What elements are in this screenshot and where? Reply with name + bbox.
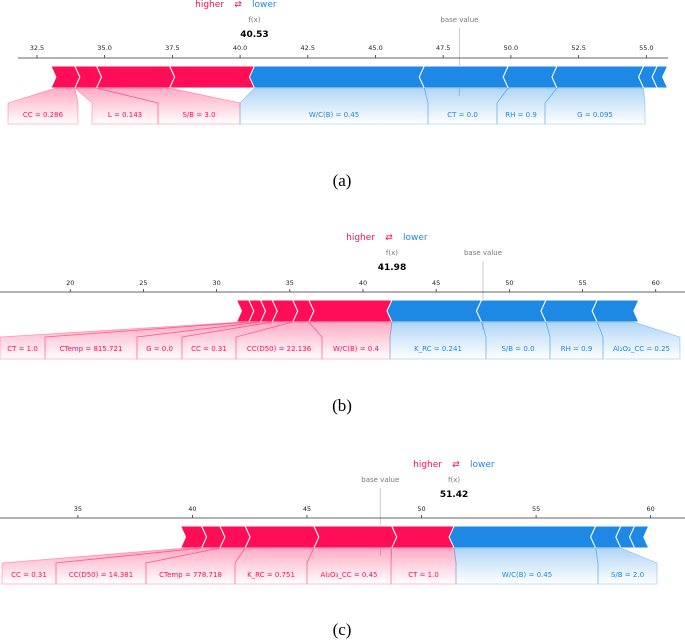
positive-feature-label: K_RC = 0.751	[247, 571, 295, 579]
force-plot-panel-3: higher ⇄ lower f(x) 51.42 base value 35 40 45 50 5…	[0, 460, 685, 639]
positive-feature-label: L = 0.143	[108, 111, 142, 119]
legend-arrows-icon: ⇄	[452, 460, 460, 470]
positive-force-segment	[219, 525, 251, 549]
x-axis-tick-label: 35	[286, 279, 294, 287]
positive-force-segment	[168, 65, 260, 89]
legend-lower-label: lower	[252, 0, 277, 10]
x-axis-tick-label: 42.5	[301, 44, 315, 52]
negative-feature-label: RH = 0.9	[505, 111, 537, 119]
positive-feature-label: CC = 0.286	[23, 111, 64, 119]
x-axis-tick-label: 45	[432, 279, 440, 287]
x-axis-tick-label: 50	[417, 505, 425, 513]
negative-force-segment	[418, 65, 509, 89]
x-axis-tick-label: 60	[646, 505, 654, 513]
negative-feature-label: Al₂O₃_CC = 0.25	[613, 345, 670, 353]
x-axis-tick-label: 55	[532, 505, 540, 513]
negative-force-segment	[540, 299, 598, 323]
x-axis-tick-label: 35	[74, 505, 82, 513]
base-value-label: base value	[361, 476, 399, 484]
positive-feature-label: W/C(B) = 0.4	[333, 345, 379, 353]
x-axis-tick-label: 37.5	[165, 44, 179, 52]
positive-feature-label: CC = 0.31	[191, 345, 227, 353]
fx-label: f(x)	[386, 249, 398, 257]
force-plot-panel-2: higher ⇄ lower f(x) 41.98 base value 20 25 30 35 4…	[0, 233, 685, 415]
x-axis-tick-label: 40	[188, 505, 196, 513]
x-axis-tick-label: 40.0	[233, 44, 247, 52]
fx-label: f(x)	[448, 476, 460, 484]
negative-feature-label: K_RC = 0.241	[414, 345, 462, 353]
x-axis-tick-label: 50	[505, 279, 513, 287]
negative-force-segment	[386, 299, 483, 323]
legend-higher-label: higher	[346, 233, 375, 243]
positive-feature-label: CTemp = 815.721	[60, 345, 123, 353]
force-plot-panel-1: higher ⇄ lower f(x) 40.53 base value 32.5 35.0 3…	[7, 0, 669, 190]
x-axis-tick-label: 45.0	[368, 44, 382, 52]
legend-lower-label: lower	[403, 233, 428, 243]
panel-caption: (c)	[333, 620, 352, 639]
x-axis-tick-label: 45	[303, 505, 311, 513]
negative-force-segment	[551, 65, 645, 89]
negative-force-segment	[629, 525, 650, 549]
x-axis-tick-label: 30	[212, 279, 220, 287]
negative-feature-label: W/C(B) = 0.45	[502, 571, 552, 579]
base-value-label: base value	[440, 16, 478, 24]
negative-feature-fan	[389, 321, 487, 360]
negative-force-segment	[448, 525, 597, 549]
positive-force-segment	[313, 525, 398, 549]
x-axis-tick-label: 50.0	[504, 44, 518, 52]
positive-force-segment	[50, 65, 81, 89]
positive-force-segment	[95, 65, 176, 89]
x-axis-tick-label: 47.5	[436, 44, 450, 52]
negative-force-segment	[248, 65, 426, 89]
panel-caption: (a)	[333, 171, 352, 190]
positive-feature-label: CT = 1.0	[408, 571, 439, 579]
fx-value: 51.42	[440, 490, 468, 500]
x-axis-tick-label: 60	[652, 279, 660, 287]
fx-value: 41.98	[378, 263, 406, 273]
positive-feature-label: S/B = 3.0	[182, 111, 215, 119]
positive-feature-label: CT = 1.0	[7, 345, 38, 353]
positive-force-segment	[308, 299, 398, 323]
negative-feature-fan	[545, 321, 604, 360]
x-axis-tick-label: 55.0	[639, 44, 653, 52]
negative-feature-label: S/B = 0.0	[501, 345, 534, 353]
negative-force-segment	[591, 299, 640, 323]
legend-lower-label: lower	[470, 460, 495, 470]
negative-force-segment	[475, 299, 547, 323]
negative-feature-label: RH = 0.9	[561, 345, 593, 353]
legend-higher-label: higher	[195, 0, 224, 10]
negative-feature-label: S/B = 2.0	[611, 571, 644, 579]
legend-higher-label: higher	[413, 460, 442, 470]
panel-caption: (b)	[332, 396, 352, 415]
x-axis-tick-label: 20	[66, 279, 74, 287]
x-axis-tick-label: 35.0	[97, 44, 111, 52]
negative-feature-label: G = 0.095	[577, 111, 613, 119]
positive-feature-label: G = 0.0	[146, 345, 173, 353]
negative-feature-label: CT = 0.0	[447, 111, 478, 119]
negative-force-segment	[502, 65, 558, 89]
x-axis-tick-label: 40	[359, 279, 367, 287]
negative-feature-label: W/C(B) = 0.45	[309, 111, 359, 119]
positive-feature-label: CC(D50) = 22.136	[247, 345, 312, 353]
base-value-label: base value	[464, 249, 502, 257]
x-axis-tick-label: 25	[139, 279, 147, 287]
positive-force-segment	[244, 525, 320, 549]
negative-feature-fan	[596, 321, 681, 360]
negative-feature-fan	[595, 547, 658, 585]
negative-feature-fan	[481, 321, 551, 360]
negative-force-segment	[651, 65, 669, 89]
positive-feature-label: CTemp = 778.718	[159, 571, 222, 579]
legend-arrows-icon: ⇄	[234, 0, 242, 10]
x-axis-tick-label: 32.5	[30, 44, 44, 52]
fx-value: 40.53	[240, 30, 268, 40]
legend-arrows-icon: ⇄	[385, 233, 393, 243]
x-axis-tick-label: 52.5	[571, 44, 585, 52]
positive-feature-label: CC(D50) = 14.381	[69, 571, 133, 579]
positive-feature-label: Al₂O₃_CC = 0.45	[320, 571, 377, 579]
negative-feature-fan	[544, 87, 646, 125]
positive-feature-label: CC = 0.31	[11, 571, 47, 579]
fx-label: f(x)	[248, 16, 260, 24]
x-axis-tick-label: 55	[578, 279, 586, 287]
